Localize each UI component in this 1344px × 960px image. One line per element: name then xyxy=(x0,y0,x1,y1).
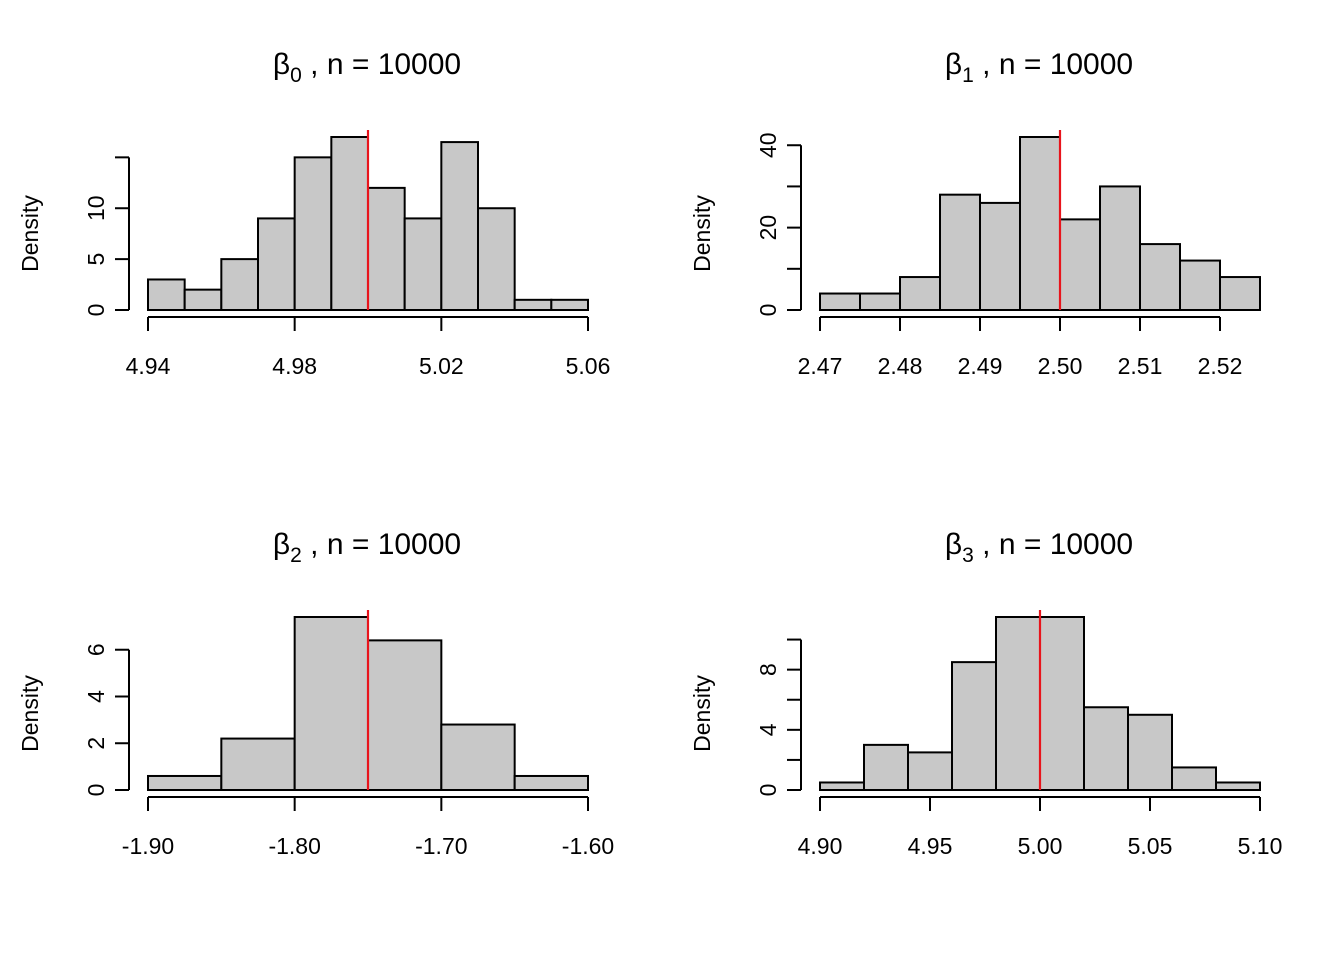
y-axis-label: Density xyxy=(17,195,43,272)
title-subscript: 3 xyxy=(962,544,974,567)
histogram-bar xyxy=(477,207,516,311)
x-tick-label: 4.95 xyxy=(908,833,953,859)
title-text: , n = 10000 xyxy=(974,48,1133,81)
chart-title: β1 , n = 10000 xyxy=(945,48,1133,87)
x-tick-label: 5.02 xyxy=(419,353,464,379)
y-tick-label: 8 xyxy=(755,663,781,676)
chart-title: β3 , n = 10000 xyxy=(945,528,1133,567)
histogram-bar xyxy=(939,193,981,312)
histogram-bar xyxy=(1139,243,1181,312)
histogram-bar xyxy=(863,743,909,792)
histogram-bar xyxy=(899,276,941,311)
histogram-bar xyxy=(819,292,861,311)
y-tick-label: 6 xyxy=(83,643,109,656)
y-axis-label: Density xyxy=(17,675,43,752)
histogram-bar xyxy=(367,639,443,791)
histogram-bar xyxy=(951,661,997,791)
histogram-panel-beta3: 4.90 4.95 5.00 5.05 5.10 0 4 8 Density β3 , n = 1… xyxy=(689,528,1282,859)
x-tick-label: 2.48 xyxy=(878,353,923,379)
y-tick-label: 0 xyxy=(83,304,109,317)
histogram-bar xyxy=(1099,185,1141,311)
histogram-panel-beta1: 2.47 2.48 2.49 2.50 2.51 2.52 0 20 40 Density β1 ,… xyxy=(689,48,1261,379)
title-text: , n = 10000 xyxy=(302,528,461,561)
y-tick-label: 4 xyxy=(83,690,109,703)
histogram-bar xyxy=(330,136,370,311)
histogram-bar xyxy=(550,298,589,311)
histogram-bar xyxy=(1127,713,1173,791)
y-tick-label: 0 xyxy=(83,784,109,797)
histogram-bar xyxy=(293,156,333,311)
x-tick-label: 4.90 xyxy=(798,833,843,859)
chart-title: β2 , n = 10000 xyxy=(273,528,461,567)
histogram-bar xyxy=(1059,218,1101,311)
histogram-bar xyxy=(513,774,590,791)
title-symbol: β xyxy=(273,528,290,561)
x-tick-label: 2.51 xyxy=(1118,353,1163,379)
histogram-bar xyxy=(1171,766,1217,791)
title-symbol: β xyxy=(945,48,962,81)
histogram-bar xyxy=(367,186,406,311)
y-tick-label: 20 xyxy=(755,215,781,241)
histogram-bar xyxy=(257,217,296,311)
histogram-bar xyxy=(513,298,553,311)
histogram-bar xyxy=(183,288,223,312)
histogram-bar xyxy=(220,258,259,311)
x-tick-label: -1.90 xyxy=(122,833,174,859)
histogram-bar xyxy=(293,616,369,791)
histogram-bar xyxy=(1019,136,1061,311)
y-tick-label: 0 xyxy=(755,304,781,317)
x-tick-label: 5.10 xyxy=(1238,833,1283,859)
title-subscript: 2 xyxy=(290,544,302,567)
x-tick-label: 2.50 xyxy=(1038,353,1083,379)
chart-title: β0 , n = 10000 xyxy=(273,48,461,87)
histogram-bar xyxy=(1215,781,1261,792)
title-subscript: 1 xyxy=(962,64,974,87)
histogram-bar xyxy=(403,217,443,311)
x-tick-label: 5.05 xyxy=(1128,833,1173,859)
y-tick-label: 5 xyxy=(83,253,109,266)
histogram-bar xyxy=(859,292,901,311)
histogram-bar xyxy=(1219,276,1261,311)
title-subscript: 0 xyxy=(290,64,302,87)
histogram-bar xyxy=(440,723,516,791)
x-tick-label: 4.94 xyxy=(126,353,171,379)
y-tick-label: 10 xyxy=(83,195,109,221)
histogram-bar xyxy=(147,774,223,791)
y-axis-label: Density xyxy=(689,675,715,752)
histogram-bar xyxy=(907,751,953,791)
x-tick-label: 4.98 xyxy=(272,353,317,379)
histogram-bar xyxy=(1039,616,1085,791)
x-tick-label: -1.80 xyxy=(268,833,320,859)
x-tick-label: 2.52 xyxy=(1198,353,1243,379)
histogram-bar xyxy=(147,278,186,311)
x-tick-label: -1.70 xyxy=(415,833,467,859)
x-tick-label: -1.60 xyxy=(562,833,614,859)
x-tick-label: 5.06 xyxy=(566,353,611,379)
y-tick-label: 4 xyxy=(755,723,781,736)
histogram-bar xyxy=(979,201,1021,311)
x-tick-label: 2.47 xyxy=(798,353,843,379)
histogram-bar xyxy=(995,616,1041,791)
histogram-bar xyxy=(220,737,296,791)
y-axis-label: Density xyxy=(689,195,715,272)
title-symbol: β xyxy=(273,48,290,81)
y-tick-label: 40 xyxy=(755,132,781,158)
histogram-bar xyxy=(819,781,865,792)
histogram-bar xyxy=(1083,706,1129,791)
title-text: , n = 10000 xyxy=(974,528,1133,561)
x-tick-label: 2.49 xyxy=(958,353,1003,379)
histogram-bar xyxy=(1179,259,1221,312)
y-tick-label: 0 xyxy=(755,784,781,797)
x-tick-label: 5.00 xyxy=(1018,833,1063,859)
title-text: , n = 10000 xyxy=(302,48,461,81)
title-symbol: β xyxy=(945,528,962,561)
y-tick-label: 2 xyxy=(83,737,109,750)
histogram-bar xyxy=(440,141,480,311)
